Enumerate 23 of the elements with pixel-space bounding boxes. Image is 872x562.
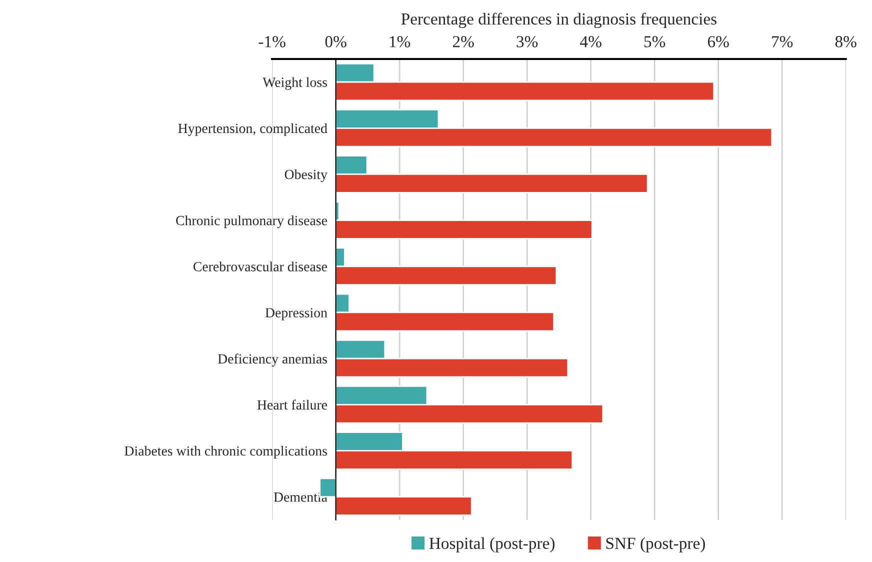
x-tick-label: 8% (835, 36, 856, 48)
y-tick-label: Cerebrovascular disease (193, 262, 327, 272)
x-tick-label: 4% (580, 36, 602, 48)
x-tick-label: 1% (390, 36, 410, 48)
x-tick-label: -1% (258, 36, 286, 48)
y-tick-label: Deficiency anemias (218, 354, 327, 366)
legend-label: SNF (post-pre) (606, 537, 705, 552)
y-tick-label: Chronic pulmonary disease (176, 215, 327, 228)
y-tick-label: Diabetes with chronic complications (124, 446, 327, 458)
legend-label: Hospital (post-pre) (429, 537, 555, 552)
x-tick-label: 2% (452, 36, 474, 48)
y-tick-label: Heart failure (257, 400, 327, 410)
x-tick-label: 5% (644, 36, 666, 48)
x-tick-label: 7% (772, 36, 793, 48)
x-tick-label: 0% (325, 36, 346, 48)
y-tick-label: Dementia (274, 492, 328, 502)
y-tick-label: Weight loss (262, 77, 327, 90)
y-tick-label: Depression (265, 308, 328, 320)
x-axis-title: Percentage differences in diagnosis frequencies (401, 12, 716, 28)
x-tick-label: 6% (708, 36, 729, 48)
y-tick-label: Obesity (284, 169, 328, 182)
x-tick-label: 3% (516, 36, 538, 48)
y-tick-label: Hypertension, complicated (178, 123, 328, 136)
